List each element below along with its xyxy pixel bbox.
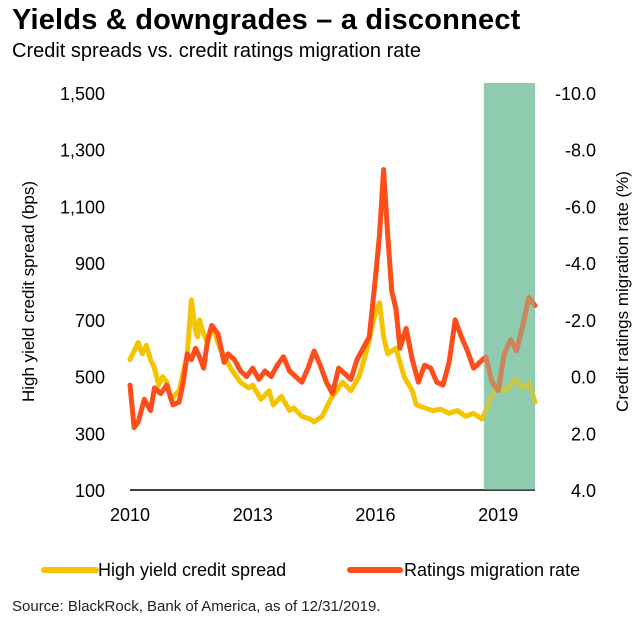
right-axis-ticks: 4.0 2.0 0.0 -2.0 -4.0 -6.0 -8.0 -10.0 — [555, 84, 596, 501]
right-tick-label: 4.0 — [571, 481, 596, 501]
left-tick-label: 1,300 — [60, 141, 105, 161]
x-tick-label: 2010 — [110, 505, 150, 525]
x-axis-ticks: 2010 2013 2016 2019 — [110, 505, 518, 525]
legend-label-high-yield: High yield credit spread — [98, 560, 286, 580]
right-tick-label: -4.0 — [565, 254, 596, 274]
left-tick-label: 100 — [75, 481, 105, 501]
right-tick-label: -6.0 — [565, 197, 596, 217]
left-tick-label: 900 — [75, 254, 105, 274]
series-layer — [127, 83, 538, 490]
left-tick-label: 1,100 — [60, 197, 105, 217]
legend-label-migration: Ratings migration rate — [404, 560, 580, 580]
right-tick-label: -10.0 — [555, 84, 596, 104]
left-axis-ticks: 100 300 500 700 900 1,100 1,300 1,500 — [60, 84, 105, 501]
right-tick-label: 0.0 — [571, 368, 596, 388]
source-note: Source: BlackRock, Bank of America, as o… — [12, 598, 381, 615]
right-tick-label: -8.0 — [565, 141, 596, 161]
right-tick-label: 2.0 — [571, 424, 596, 444]
series-line-high-yield — [127, 297, 538, 425]
x-tick-label: 2016 — [355, 505, 395, 525]
left-tick-label: 700 — [75, 311, 105, 331]
chart-title: Yields & downgrades – a disconnect — [12, 4, 521, 36]
chart-subtitle: Credit spreads vs. credit ratings migrat… — [12, 40, 422, 62]
x-tick-label: 2019 — [478, 505, 518, 525]
right-tick-label: -2.0 — [565, 311, 596, 331]
left-tick-label: 300 — [75, 424, 105, 444]
right-axis-title: Credit ratings migration rate (%) — [613, 171, 632, 412]
left-tick-label: 500 — [75, 368, 105, 388]
legend: High yield credit spread Ratings migrati… — [41, 560, 580, 580]
highlight-band — [483, 83, 535, 490]
left-tick-label: 1,500 — [60, 84, 105, 104]
left-axis-title: High yield credit spread (bps) — [19, 181, 38, 402]
x-tick-label: 2013 — [233, 505, 273, 525]
highlight-band-overlay — [483, 83, 535, 490]
series-line-migration — [127, 167, 538, 431]
